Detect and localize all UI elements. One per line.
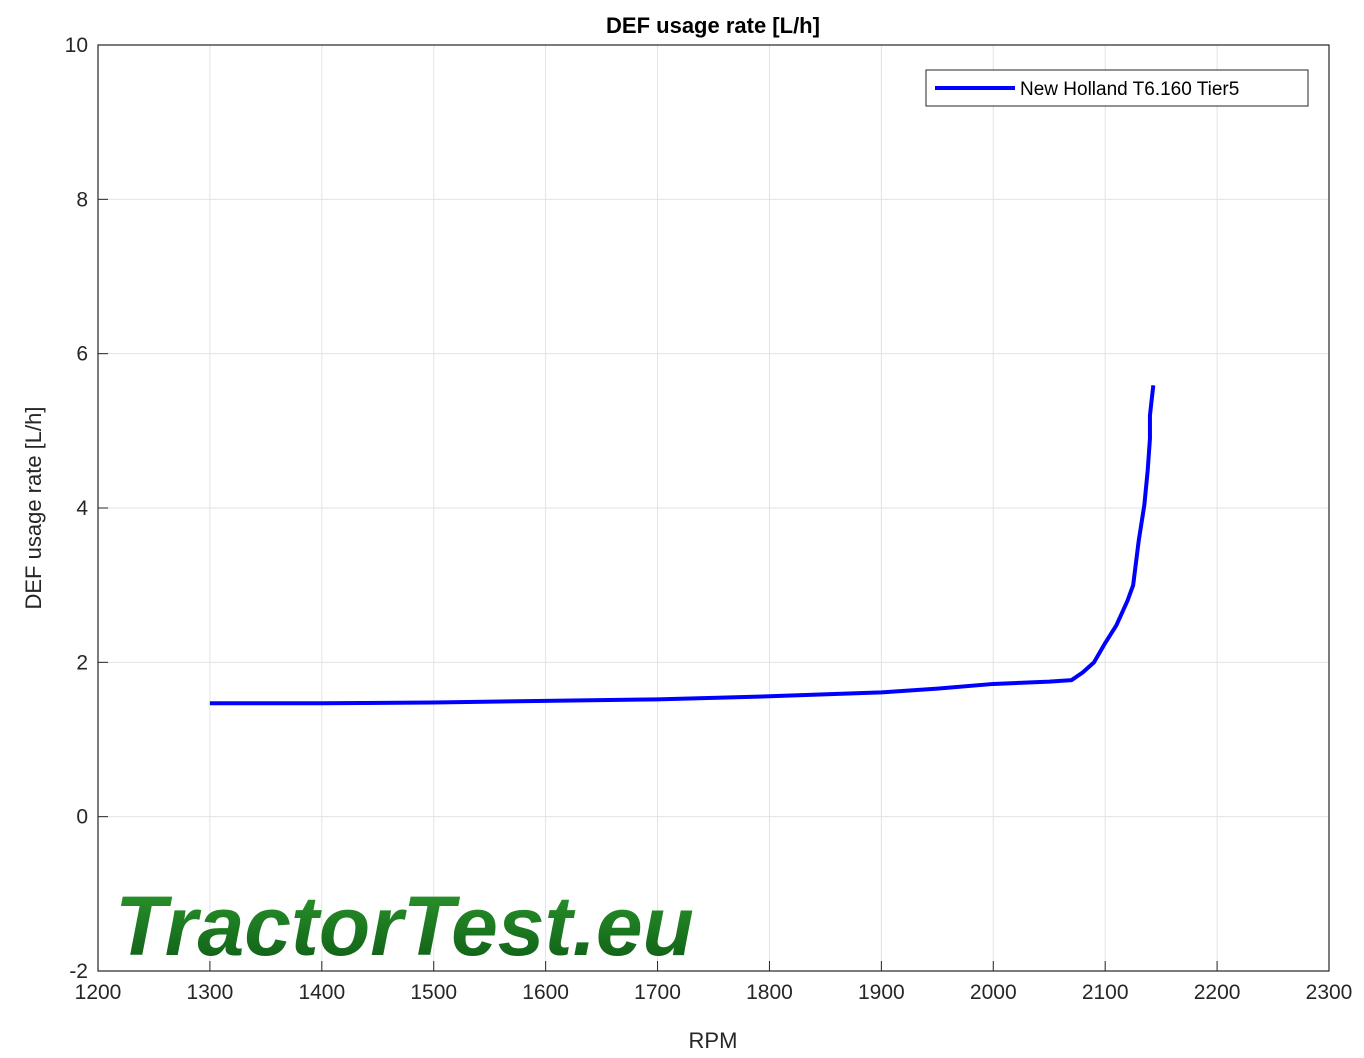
legend: New Holland T6.160 Tier5	[925, 69, 1309, 107]
y-tick-label: 0	[76, 806, 88, 829]
x-tick-label: 2300	[1306, 981, 1353, 1004]
y-tick-label: -2	[69, 960, 88, 983]
x-tick-label: 1700	[634, 981, 681, 1004]
x-tick-label: 1600	[522, 981, 569, 1004]
y-tick-label: 2	[76, 651, 88, 674]
y-tick-label: 6	[76, 343, 88, 366]
y-tick-label: 4	[76, 497, 88, 520]
x-tick-label: 1200	[75, 981, 122, 1004]
y-tick-label: 10	[65, 34, 88, 57]
axes-box	[97, 44, 1330, 972]
x-tick-label: 1500	[410, 981, 457, 1004]
x-tick-label: 1300	[187, 981, 234, 1004]
chart-title: DEF usage rate [L/h]	[606, 13, 820, 38]
x-tick-label: 2000	[970, 981, 1017, 1004]
legend-label: New Holland T6.160 Tier5	[1020, 79, 1239, 100]
y-tick-label: 8	[76, 188, 88, 211]
x-tick-label: 2100	[1082, 981, 1129, 1004]
x-tick-label: 1400	[298, 981, 345, 1004]
data-line	[209, 385, 1156, 706]
x-tick-label: 1800	[746, 981, 793, 1004]
y-axis-label: DEF usage rate [L/h]	[21, 407, 46, 610]
watermark: TractorTest.eu	[115, 879, 694, 973]
x-axis-label: RPM	[689, 1028, 738, 1053]
x-tick-label: 2200	[1194, 981, 1241, 1004]
x-tick-label: 1900	[858, 981, 905, 1004]
